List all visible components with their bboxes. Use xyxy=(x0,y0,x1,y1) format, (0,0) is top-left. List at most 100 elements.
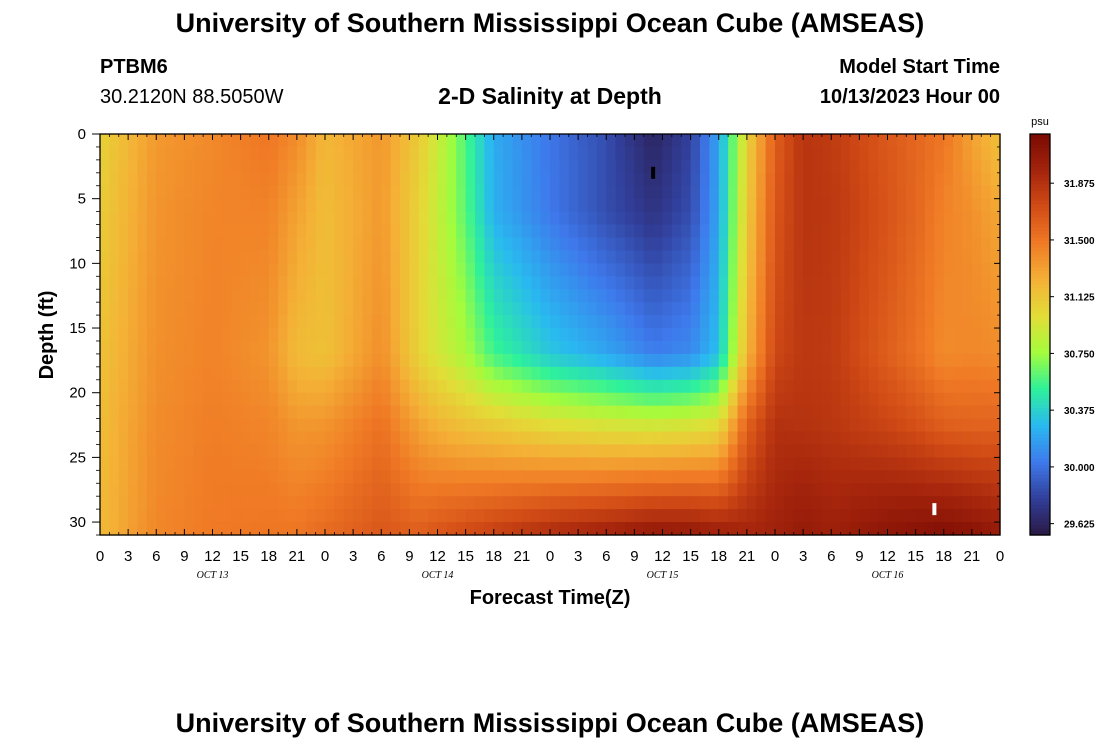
heatmap-cell xyxy=(521,211,532,226)
heatmap-cell xyxy=(793,159,804,174)
heatmap-cell xyxy=(212,379,223,394)
heatmap-cell xyxy=(793,263,804,277)
heatmap-cell xyxy=(925,483,935,497)
heatmap-cell xyxy=(531,444,542,458)
heatmap-cell xyxy=(868,146,879,161)
heatmap-cell xyxy=(184,366,195,381)
heatmap-cell xyxy=(709,509,720,523)
heatmap-cell xyxy=(878,328,889,342)
heatmap-cell xyxy=(400,172,410,187)
heatmap-cell xyxy=(465,483,476,497)
heatmap-cell xyxy=(221,340,232,355)
heatmap-cell xyxy=(343,134,354,148)
heatmap-cell xyxy=(362,392,373,407)
heatmap-cell xyxy=(962,276,973,290)
heatmap-cell xyxy=(606,198,617,213)
heatmap-cell xyxy=(850,353,860,368)
heatmap-cell xyxy=(775,483,785,497)
heatmap-cell xyxy=(662,328,673,342)
heatmap-cell xyxy=(503,185,514,200)
heatmap-cell xyxy=(400,457,410,471)
heatmap-cell xyxy=(850,470,860,484)
heatmap-cell xyxy=(231,146,242,161)
heatmap-cell xyxy=(578,263,589,277)
heatmap-cell xyxy=(625,276,635,290)
heatmap-cell xyxy=(700,522,710,536)
heatmap-cell xyxy=(896,185,907,200)
heatmap-cell xyxy=(981,289,992,303)
heatmap-cell xyxy=(437,302,448,316)
heatmap-cell xyxy=(221,496,232,510)
heatmap-cell xyxy=(840,302,851,316)
heatmap-cell xyxy=(315,159,326,174)
heatmap-cell xyxy=(606,237,617,252)
heatmap-cell xyxy=(325,444,335,458)
heatmap-cell xyxy=(934,340,945,355)
heatmap-cell xyxy=(634,172,645,187)
heatmap-cell xyxy=(868,302,879,316)
colorbar-segment xyxy=(1030,180,1050,185)
heatmap-cell xyxy=(390,250,401,264)
heatmap-cell xyxy=(812,405,823,420)
heatmap-cell xyxy=(175,146,185,161)
heatmap-cell xyxy=(231,224,242,239)
heatmap-cell xyxy=(634,470,645,484)
heatmap-cell xyxy=(540,250,551,264)
heatmap-cell xyxy=(709,211,720,226)
heatmap-cell xyxy=(990,496,1001,510)
heatmap-cell xyxy=(793,366,804,381)
heatmap-cell xyxy=(550,185,560,200)
heatmap-cell xyxy=(165,134,176,148)
heatmap-cell xyxy=(493,134,504,148)
heatmap-cell xyxy=(306,185,317,200)
heatmap-cell xyxy=(587,431,598,446)
heatmap-cell xyxy=(540,185,551,200)
heatmap-cell xyxy=(268,483,279,497)
heatmap-cell xyxy=(221,328,232,342)
heatmap-cell xyxy=(915,444,926,458)
heatmap-cell xyxy=(662,340,673,355)
heatmap-cell xyxy=(446,418,457,433)
heatmap-cell xyxy=(540,302,551,316)
heatmap-cell xyxy=(606,250,617,264)
heatmap-cell xyxy=(821,483,832,497)
heatmap-cell xyxy=(400,444,410,458)
heatmap-cell xyxy=(184,405,195,420)
heatmap-cell xyxy=(175,211,185,226)
heatmap-cell xyxy=(325,289,335,303)
heatmap-cell xyxy=(606,431,617,446)
x-day-label: OCT 13 xyxy=(197,570,229,581)
colorbar-segment xyxy=(1030,458,1050,463)
heatmap-cell xyxy=(643,302,654,316)
heatmap-cell xyxy=(596,418,607,433)
heatmap-cell xyxy=(343,405,354,420)
heatmap-cell xyxy=(690,353,701,368)
heatmap-cell xyxy=(503,496,514,510)
heatmap-cell xyxy=(296,444,307,458)
heatmap-cell xyxy=(859,159,870,174)
heatmap-cell xyxy=(643,496,654,510)
heatmap-cell xyxy=(175,444,185,458)
heatmap-cell xyxy=(850,263,860,277)
heatmap-cell xyxy=(343,289,354,303)
heatmap-cell xyxy=(971,509,982,523)
heatmap-cell xyxy=(681,185,692,200)
heatmap-cell xyxy=(896,172,907,187)
heatmap-cell xyxy=(756,134,767,148)
colorbar-segment xyxy=(1030,341,1050,346)
heatmap-cell xyxy=(100,496,110,510)
heatmap-cell xyxy=(409,302,420,316)
heatmap-cell xyxy=(625,159,635,174)
heatmap-cell xyxy=(540,392,551,407)
heatmap-cell xyxy=(934,522,945,536)
heatmap-cell xyxy=(606,134,617,148)
heatmap-cell xyxy=(746,159,757,174)
heatmap-cell xyxy=(850,159,860,174)
heatmap-cell xyxy=(718,185,729,200)
heatmap-cell xyxy=(709,379,720,394)
heatmap-cell xyxy=(484,392,495,407)
heatmap-cell xyxy=(765,340,776,355)
heatmap-cell xyxy=(840,509,851,523)
heatmap-cell xyxy=(521,470,532,484)
heatmap-cell xyxy=(662,509,673,523)
